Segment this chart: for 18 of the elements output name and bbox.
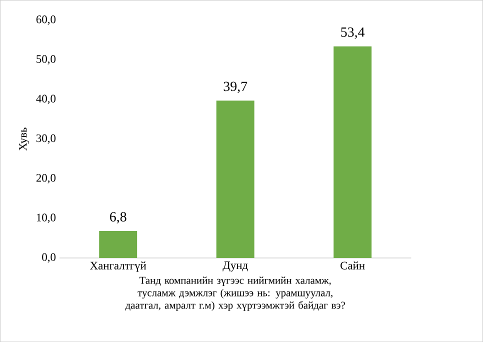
data-label: 6,8 xyxy=(110,212,126,224)
y-tick-label: 10,0 xyxy=(36,214,56,223)
y-tick-label: 50,0 xyxy=(36,55,56,64)
y-tick-label: 30,0 xyxy=(36,134,56,144)
bar xyxy=(99,230,138,258)
y-axis-title: Хувь xyxy=(19,128,30,151)
y-tick-label: 0,0 xyxy=(42,253,56,263)
y-tick-label: 20,0 xyxy=(36,174,56,184)
bar xyxy=(216,100,254,258)
data-label: 39,7 xyxy=(224,82,248,94)
x-tick-label: Сайн xyxy=(340,261,365,270)
bar xyxy=(334,46,372,258)
y-tick-label: 40,0 xyxy=(36,94,56,104)
x-axis-title: Танд компанийн зүгээс нийгмийн халамж, тусламж дэмжлэг (жишээ нь: урамшуулал, даатгал, амралт г.м) хэр хүртээмжтэй байдаг вэ? xyxy=(125,276,345,311)
data-label: 53,4 xyxy=(341,27,365,39)
x-tick-label: Хангалтгүй xyxy=(90,261,146,272)
x-tick-label: Дунд xyxy=(222,261,248,272)
y-tick-label: 60,0 xyxy=(36,15,56,25)
